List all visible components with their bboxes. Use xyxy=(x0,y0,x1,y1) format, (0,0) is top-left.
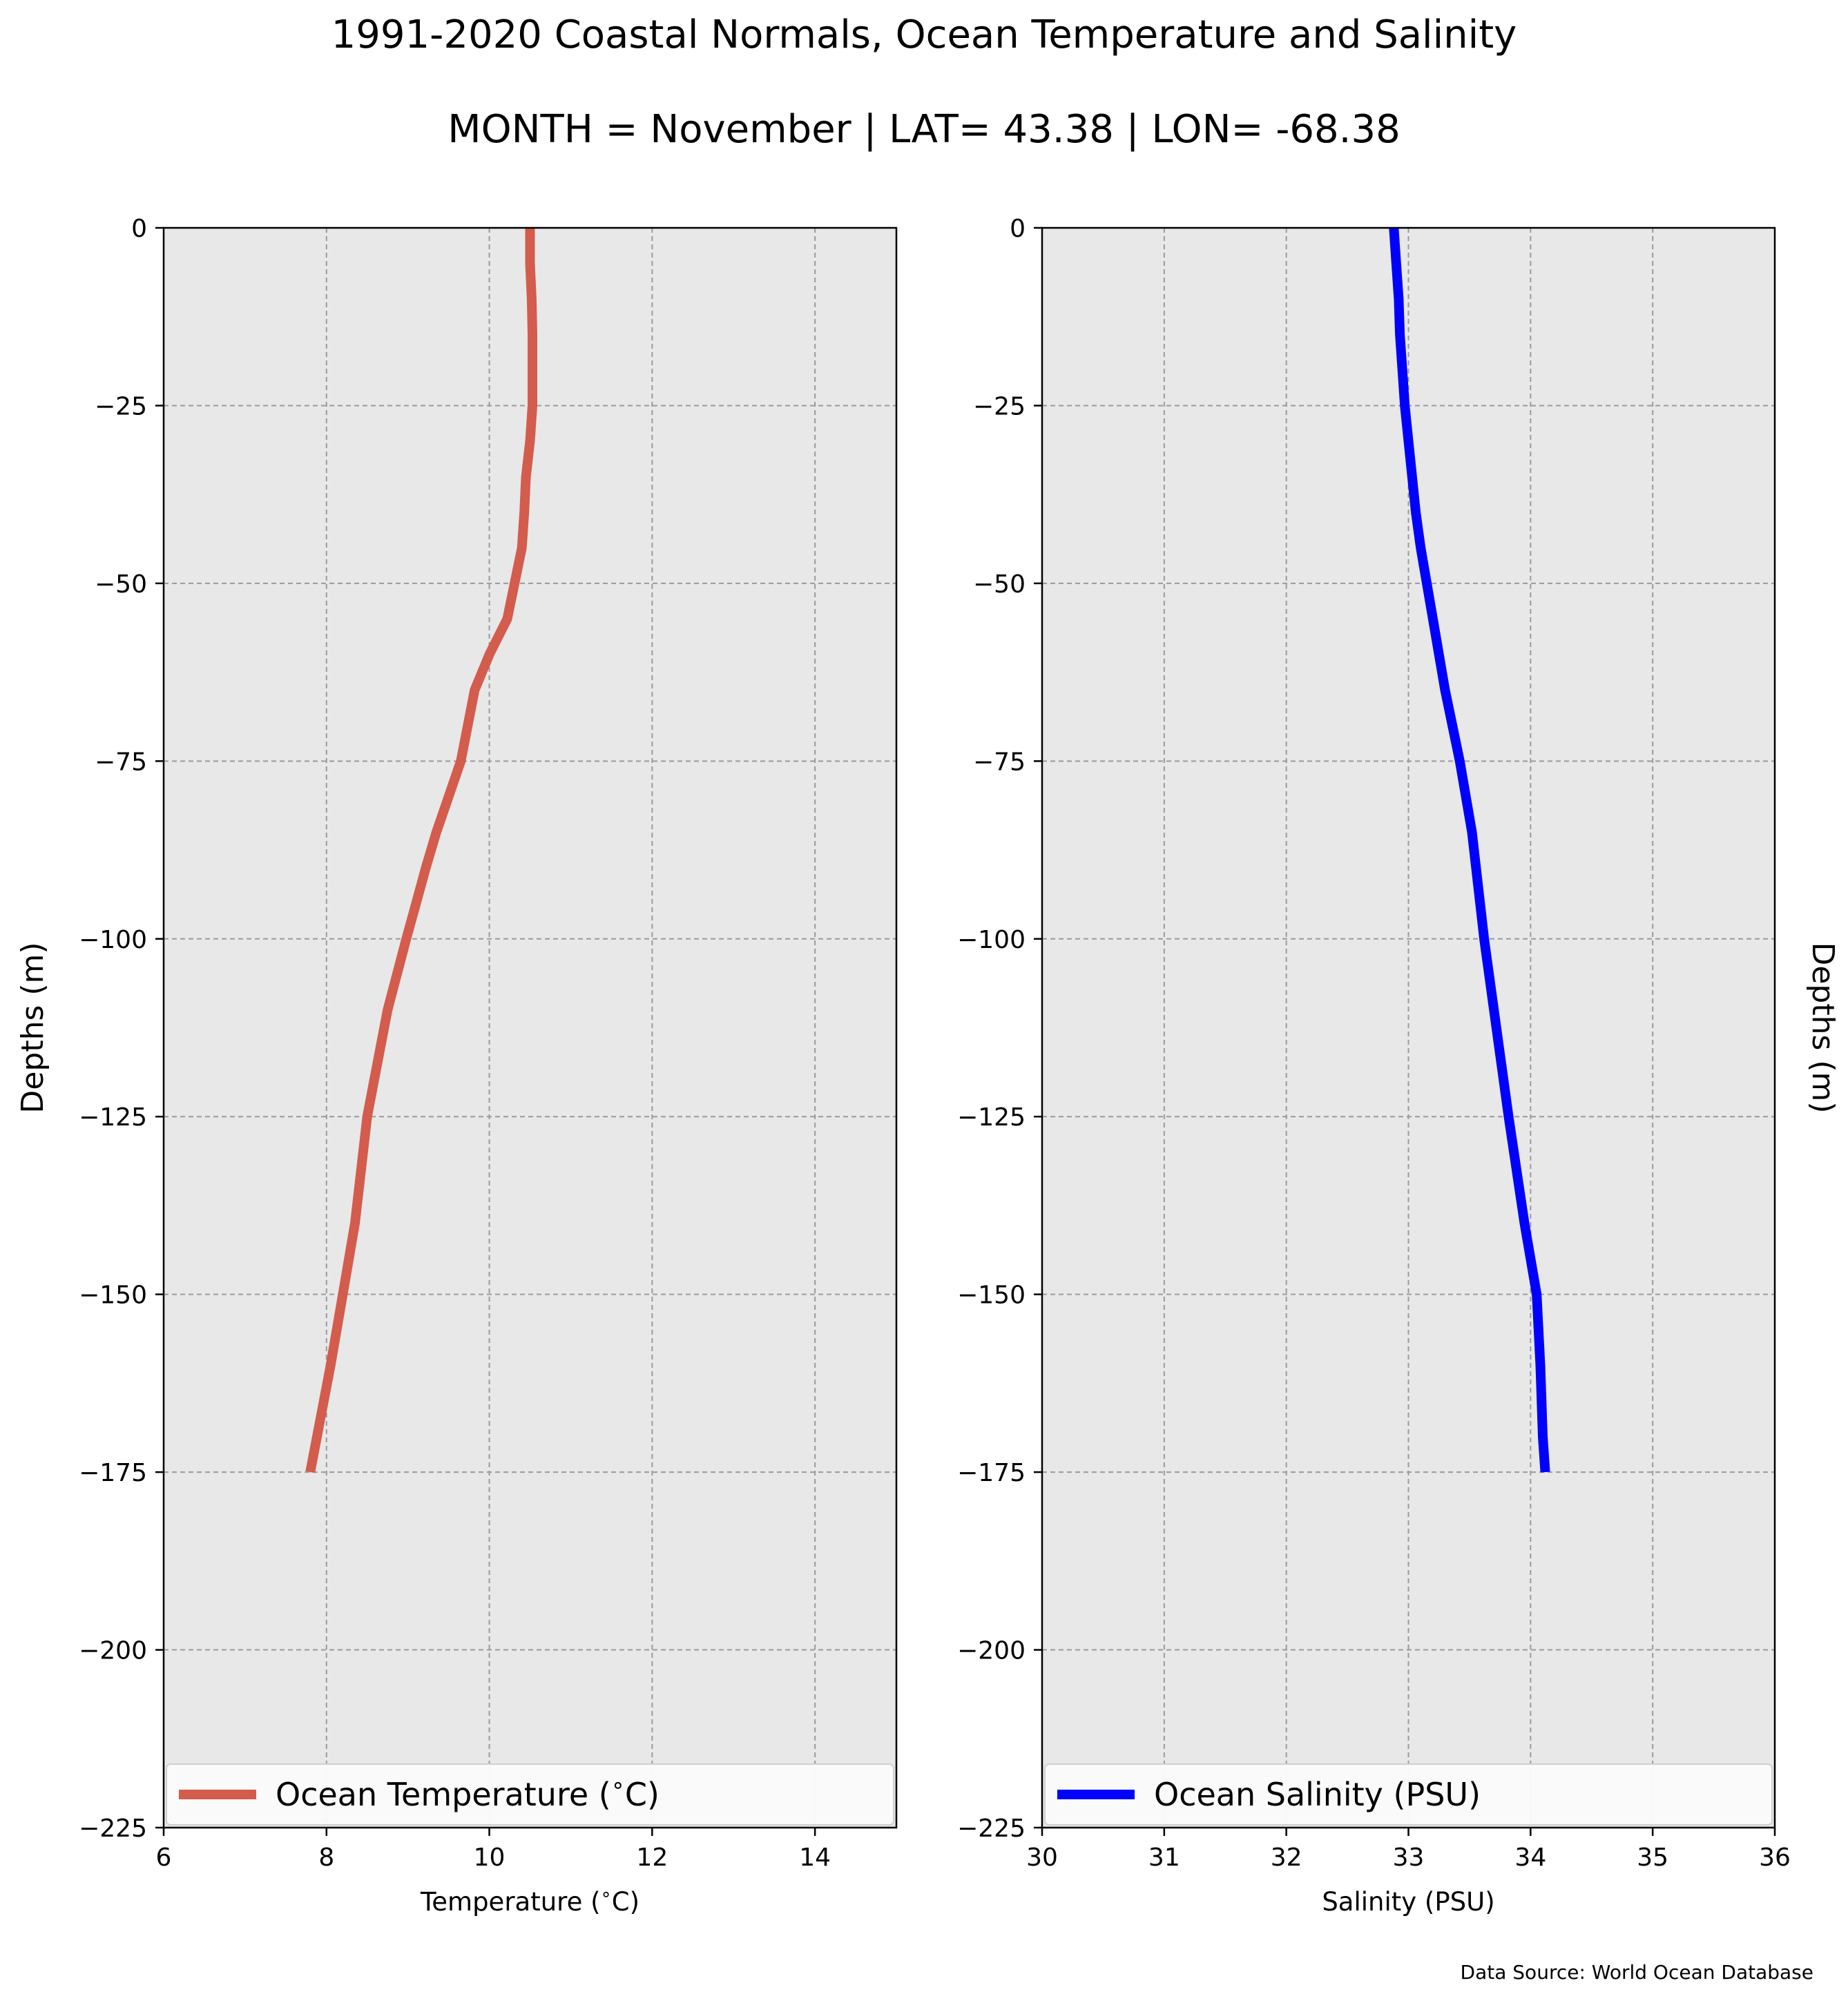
y-tick-label: −175 xyxy=(79,1459,147,1487)
legend: Ocean Temperature (∘C) xyxy=(166,1763,894,1826)
chart-panel-2: 30 31 32 33 34 35 36 0 −25 −50 −75 −100 −125 −150 −175… xyxy=(957,215,1840,1917)
y-tick-label: 0 xyxy=(1010,215,1026,243)
y-tick-label: −200 xyxy=(957,1637,1026,1665)
figure-subtitle: MONTH = November | LAT= 43.38 | LON= -68… xyxy=(447,107,1401,152)
x-tick-label: 36 xyxy=(1759,1844,1791,1872)
y-tick-label: −75 xyxy=(95,748,147,776)
y-tick-label: −25 xyxy=(95,392,147,420)
legend-box xyxy=(166,1763,894,1826)
plot-background xyxy=(164,228,896,1828)
y-tick-label: −50 xyxy=(973,570,1026,599)
y-tick-label: 0 xyxy=(131,215,147,243)
y-tick-label: −125 xyxy=(957,1103,1026,1132)
y-axis-label: Depths (m) xyxy=(15,942,50,1113)
x-tick-label: 6 xyxy=(156,1844,172,1872)
x-tick-label: 12 xyxy=(636,1844,668,1872)
series-line-1 xyxy=(1389,227,1550,1473)
x-tick-label: 10 xyxy=(474,1844,506,1872)
y-tick-label: −125 xyxy=(79,1103,147,1132)
x-tick-label: 31 xyxy=(1148,1844,1180,1872)
y-tick-label: −150 xyxy=(79,1281,147,1310)
y-tick-label: −225 xyxy=(957,1815,1026,1843)
y-tick-label: −50 xyxy=(95,570,147,599)
y-axis-label: Depths (m) xyxy=(1805,942,1840,1113)
y-tick-label: −100 xyxy=(79,926,147,954)
data-source-note: Data Source: World Ocean Database xyxy=(1460,1961,1813,1984)
y-tick-label: −200 xyxy=(79,1637,147,1665)
x-tick-label: 30 xyxy=(1026,1844,1058,1872)
y-tick-label: −100 xyxy=(957,926,1026,954)
x-tick-label: 8 xyxy=(318,1844,334,1872)
figure-title: 1991-2020 Coastal Normals, Ocean Tempera… xyxy=(331,12,1517,57)
x-tick-label: 32 xyxy=(1271,1844,1302,1872)
y-tick-label: −75 xyxy=(973,748,1026,776)
y-tick-label: −225 xyxy=(79,1815,147,1843)
y-tick-label: −25 xyxy=(973,392,1026,420)
y-tick-label: −150 xyxy=(957,1281,1026,1310)
legend-entry-label: Ocean Temperature (∘C) xyxy=(276,1772,660,1813)
legend-box xyxy=(1044,1763,1773,1826)
legend-entry-label: Ocean Salinity (PSU) xyxy=(1154,1776,1481,1813)
x-tick-label: 35 xyxy=(1637,1844,1668,1872)
x-axis-label: Salinity (PSU) xyxy=(1322,1887,1494,1917)
legend: Ocean Salinity (PSU) xyxy=(1044,1763,1773,1826)
x-tick-label: 33 xyxy=(1393,1844,1425,1872)
y-tick-label: −175 xyxy=(957,1459,1026,1487)
axes-frame xyxy=(162,226,898,1829)
x-tick-label: 34 xyxy=(1514,1844,1546,1872)
x-axis-label: Temperature (∘C) xyxy=(420,1884,639,1917)
chart-panel-1: 6 8 10 12 14 0 −25 −50 −75 −100 −125 −150 −175 −200 −2… xyxy=(15,215,898,1917)
series-line-1 xyxy=(305,228,537,1473)
x-tick-label: 14 xyxy=(799,1844,831,1872)
